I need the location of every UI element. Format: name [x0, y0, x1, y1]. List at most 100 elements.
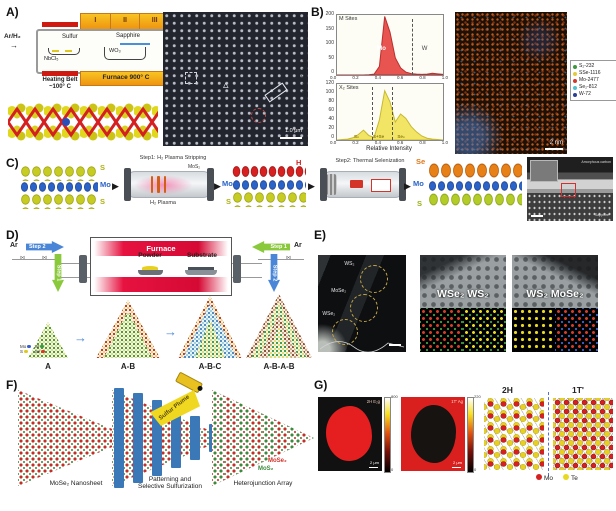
janus-model — [428, 162, 522, 210]
wo3-boat: WO₃ — [104, 47, 146, 60]
legend-item: Mo-2477 — [573, 77, 616, 84]
growth-arrow-icon: → — [74, 330, 87, 345]
valve-icon: ⋈ — [20, 255, 25, 261]
triangle-ab-label: A-B — [120, 362, 136, 371]
scalebar — [452, 466, 461, 468]
plasma-tube — [124, 168, 214, 201]
legend-item: S₂-232 — [573, 63, 616, 70]
b-x-axis-label: Relative Intensity — [366, 146, 412, 152]
m-hist-xticks: 0.0 0.2 0.4 0.6 0.8 1.0 — [330, 75, 448, 80]
mask-stripe — [190, 416, 200, 460]
scalebar-label: 2 nm — [549, 140, 563, 146]
h-label: H — [296, 158, 302, 167]
mos-h-model — [232, 165, 306, 209]
panel-f-label: F) — [6, 378, 18, 392]
d-legend: Mo W S Se — [20, 344, 45, 354]
stem-texture — [420, 255, 506, 309]
sse-dot-icon — [573, 71, 577, 76]
defect-square-outline — [185, 72, 197, 84]
pipe-line — [258, 259, 304, 260]
mo-dot-icon — [536, 474, 542, 480]
coil-icon — [157, 175, 160, 194]
phase-1t-label: 1T' — [572, 385, 584, 395]
f-caption-2: Patterning and Selective Sulfurization — [138, 476, 202, 490]
f-caption-1: MoSe₂ Nanosheet — [49, 480, 103, 487]
boat-outline-icon — [371, 178, 391, 192]
scalebar — [369, 466, 378, 468]
mo-label: Mo — [413, 179, 424, 188]
s-label: S — [417, 199, 423, 208]
s-label: S — [226, 197, 232, 206]
process-arrow-icon: ▶ — [214, 181, 221, 191]
nbcl5-boat — [48, 48, 80, 55]
panel-e-label: E) — [314, 228, 326, 242]
legend-item: W-72 — [573, 91, 616, 98]
flange-icon — [124, 168, 131, 201]
mo-peak-label: Mo — [377, 46, 386, 53]
nozzle-tip-icon — [196, 384, 204, 392]
m-hist-area — [337, 15, 443, 75]
colorbar-2 — [467, 397, 474, 473]
triangle-abab — [246, 294, 312, 358]
flake-edge-outline — [319, 341, 405, 352]
ws2-model-half — [463, 308, 506, 352]
se-source-icon — [350, 180, 364, 188]
pipe-line — [12, 259, 58, 260]
selenization-tube — [320, 168, 406, 201]
phase-2h-label: 2H — [502, 385, 513, 395]
stem-texture — [512, 255, 598, 309]
flange-right-icon — [233, 255, 241, 283]
colorbar-1 — [384, 397, 391, 473]
defect-rect-outline — [264, 82, 288, 103]
roi-circle — [332, 319, 359, 346]
process-arrow-icon: ▶ — [112, 181, 119, 191]
roi-circle — [349, 293, 378, 322]
coil-icon — [163, 175, 167, 194]
substrate-label: Substrate — [187, 252, 217, 259]
furnace-zone-bar: I II III — [80, 13, 170, 30]
coil-icon — [150, 175, 154, 194]
growth-arrow-icon: → — [164, 324, 177, 339]
s2-peak-label: S₂ — [353, 134, 359, 139]
zone-2-label: II — [111, 14, 141, 29]
sem-image: WS₂ MoSe₂ WSe₂ — [318, 255, 406, 352]
panel-g-label: G) — [314, 378, 328, 392]
gas-inlet-arrow-icon: → — [10, 41, 18, 50]
mo-dot-icon — [27, 344, 31, 348]
furnace-box: Furnace — [90, 237, 232, 296]
sulfur-label: Sulfur — [62, 34, 78, 40]
tem-substrate-label: Sapphire — [594, 213, 609, 217]
f-caption-3: Heterojunction Array — [233, 480, 293, 487]
colorbar2-min: 0 — [474, 467, 477, 472]
te-dot-icon — [563, 474, 570, 480]
triangle-ab — [96, 300, 160, 358]
step1-title: Step1: H₂ Plasma Stripping — [139, 155, 207, 161]
cvd-tube: Sulfur NbCl₅ WO₃ Sapphire — [36, 29, 174, 74]
triangle-abab-label: A-B-A-B — [263, 362, 295, 371]
scalebar-label: 2 μm — [370, 460, 379, 465]
mask-stripe — [171, 408, 181, 468]
legend-item: Se₂-812 — [573, 84, 616, 91]
mo-dot-icon — [573, 78, 577, 83]
scalebar — [531, 215, 543, 217]
x2-sites-histogram: X₂ Sites S₂ S+Se Se₂ — [336, 83, 444, 141]
atomic-chain-model — [8, 103, 158, 141]
mo-label: Mo — [222, 179, 233, 188]
scalebar — [389, 344, 401, 346]
m-hist-threshold-line — [412, 18, 414, 75]
ar-left-label: Ar — [10, 242, 18, 249]
s-layer — [20, 165, 98, 181]
step2-arrow-down-right: Step 2 — [268, 254, 280, 292]
heating-belt-label: Heating Belt ~100° C — [42, 77, 78, 90]
defect-circle-outline — [251, 108, 266, 123]
colorbar2-max: 220 — [474, 394, 481, 399]
mask-stripe — [114, 388, 124, 488]
x-hist-title: X₂ Sites — [339, 85, 359, 91]
plasma-glow — [133, 174, 193, 195]
map2-mode-label: 1T' Ag — [451, 399, 463, 404]
ar-right-label: Ar — [294, 242, 302, 249]
m-hist-title: M Sites — [339, 16, 358, 22]
scalebar — [545, 148, 563, 150]
raman-map-1t: 1T' Ag 2 μm — [401, 397, 465, 471]
